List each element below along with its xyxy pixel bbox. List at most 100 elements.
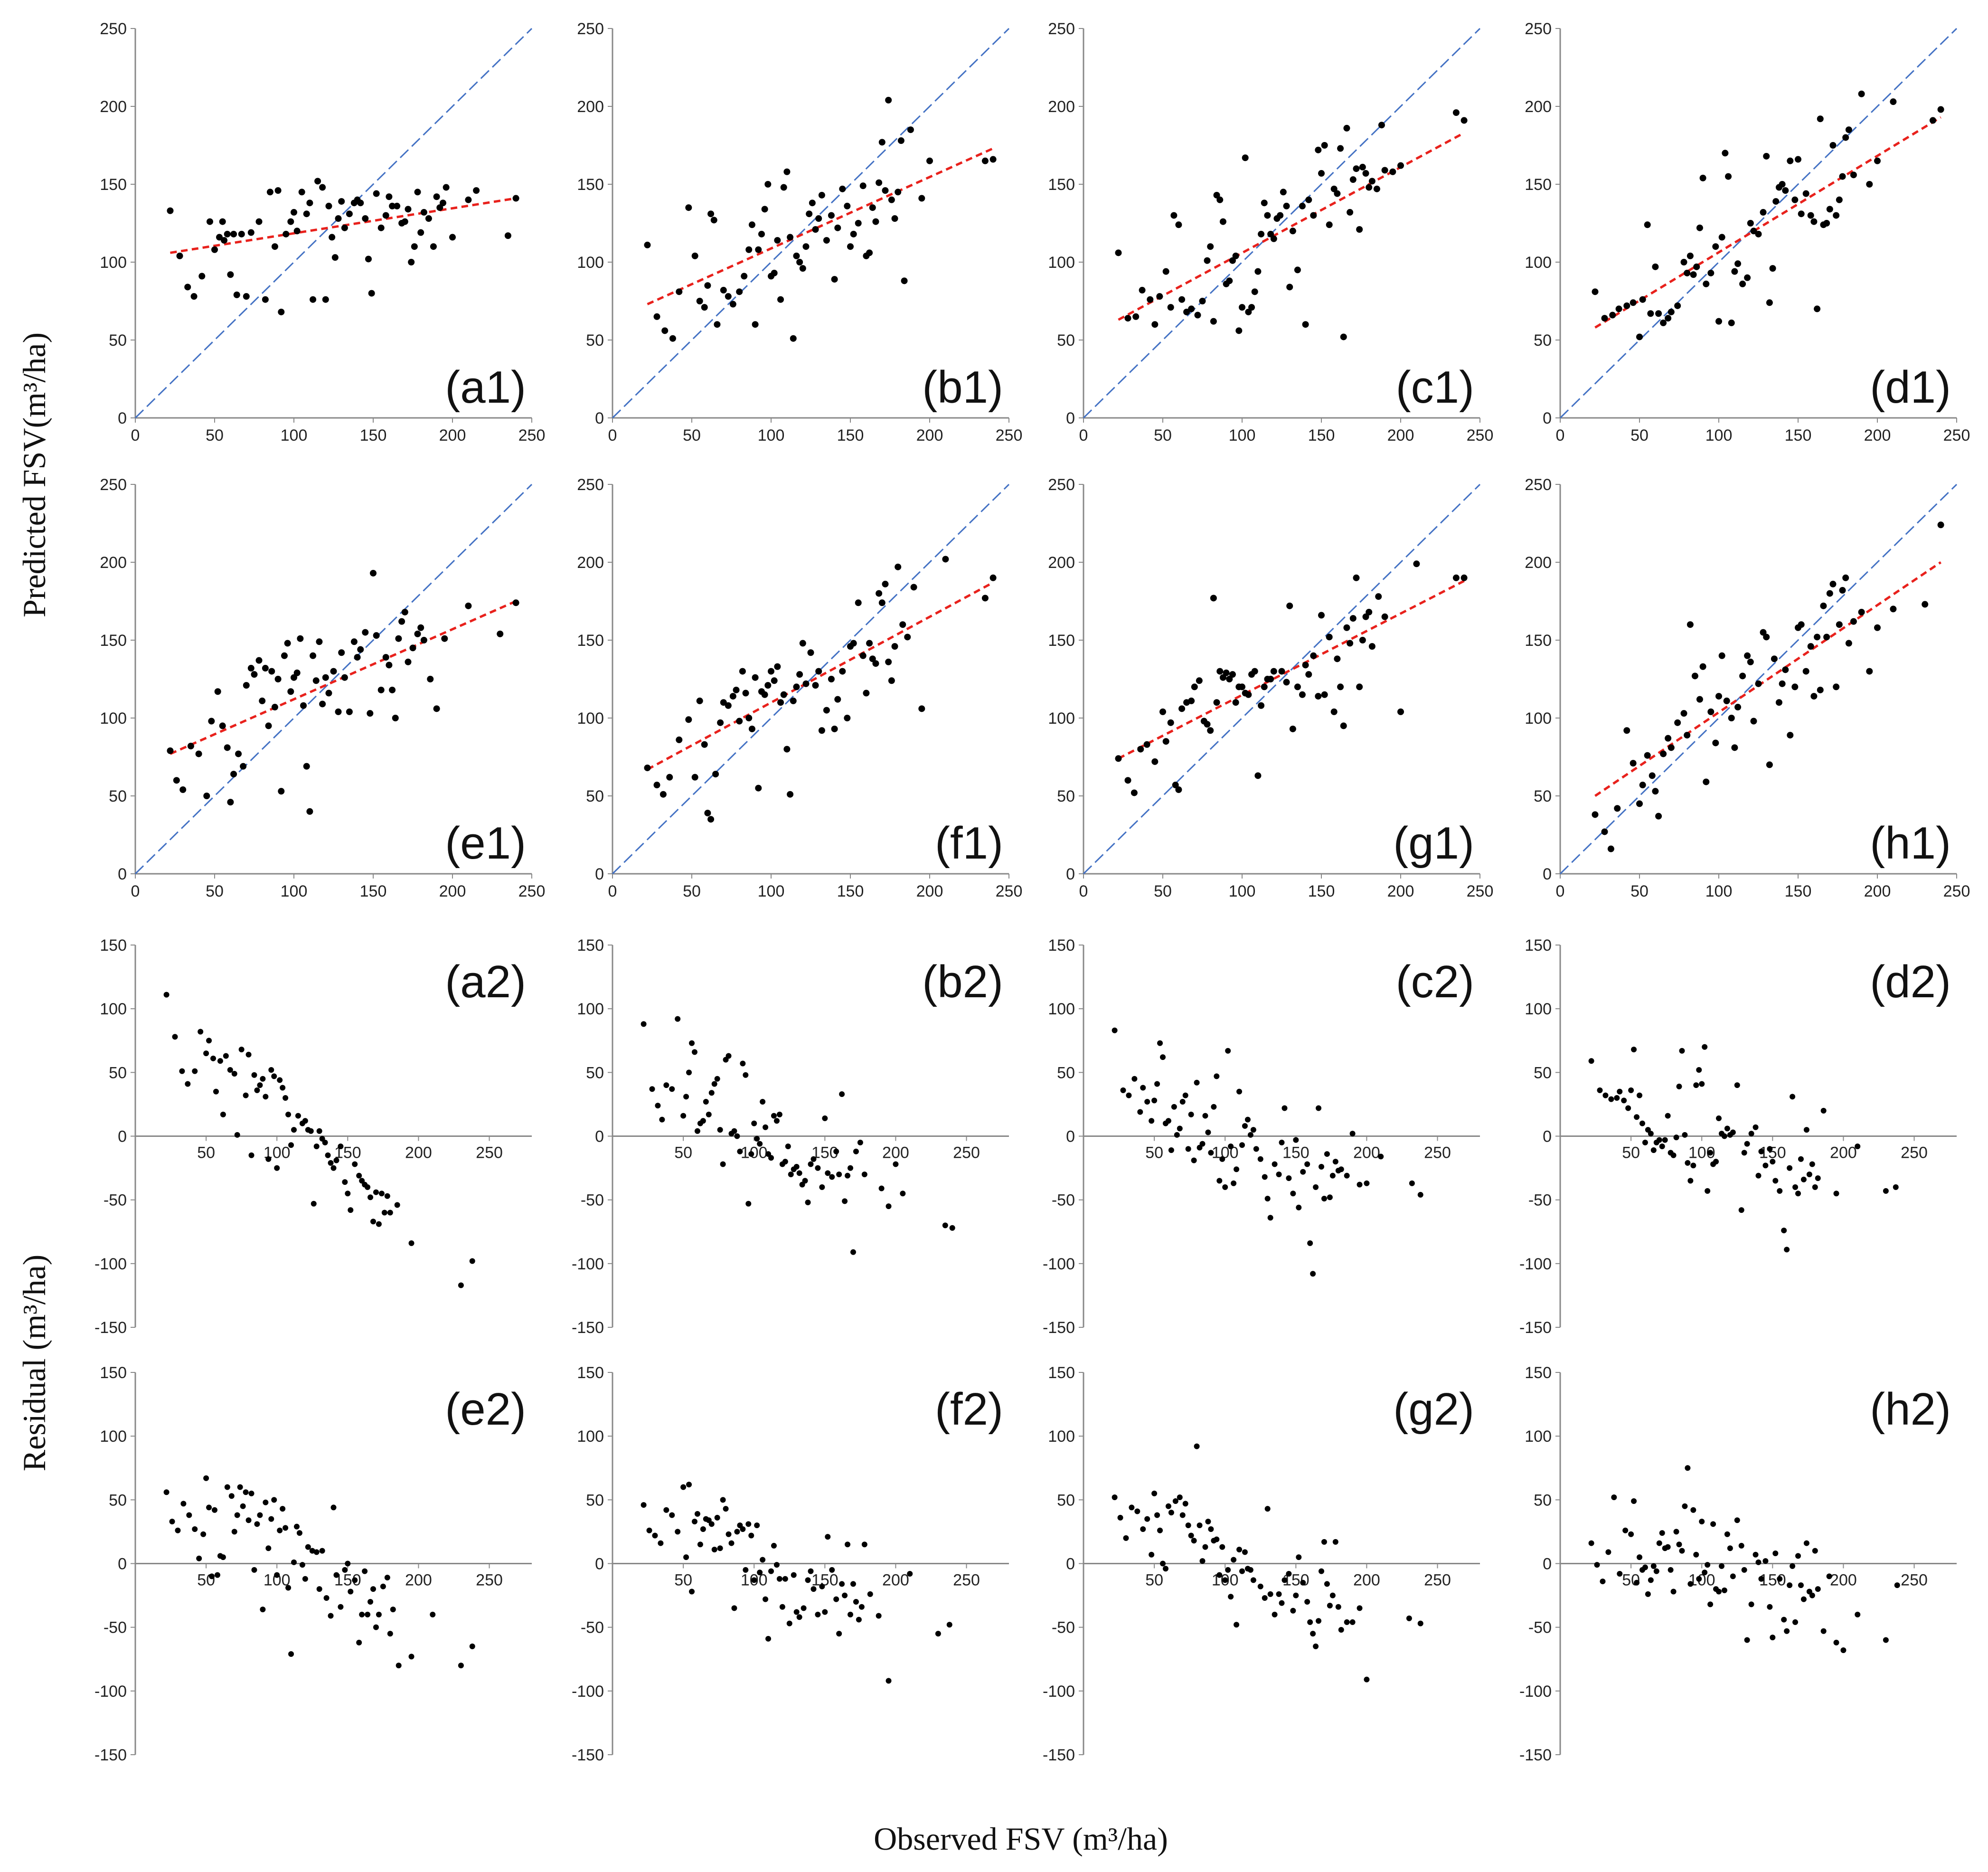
data-point [696, 697, 703, 704]
data-point [278, 308, 285, 315]
data-point [262, 296, 269, 303]
data-point [1655, 310, 1662, 317]
data-point [1286, 602, 1293, 609]
data-point [373, 1189, 379, 1195]
data-point [1836, 621, 1843, 628]
data-point [733, 686, 740, 693]
data-point [736, 288, 743, 295]
data-point [1162, 1566, 1168, 1572]
data-point [1682, 1503, 1688, 1509]
data-point [1803, 1540, 1809, 1546]
data-point [1893, 1184, 1899, 1190]
data-point [1665, 735, 1672, 742]
data-point [348, 1207, 354, 1213]
data-point [1140, 1526, 1146, 1532]
data-point [1232, 252, 1239, 259]
data-point [666, 774, 673, 781]
data-point [1160, 1560, 1166, 1567]
data-point [1781, 1617, 1787, 1623]
y-tick-label: 0 [595, 865, 604, 883]
data-point [694, 1128, 700, 1134]
data-point [1338, 1627, 1344, 1633]
x-tick-label: 50 [683, 882, 701, 900]
data-point [234, 1132, 240, 1138]
data-point [1337, 145, 1344, 152]
data-point [411, 243, 418, 250]
data-point [1151, 758, 1159, 765]
data-point [179, 786, 187, 793]
data-point [1611, 1494, 1617, 1500]
y-tick-label: 250 [100, 476, 127, 494]
data-point [296, 1530, 302, 1536]
data-point [214, 1572, 220, 1578]
data-point [1790, 1094, 1796, 1100]
data-point [1278, 668, 1285, 675]
panel-label: (c1) [1396, 362, 1474, 413]
data-point [723, 1506, 729, 1512]
data-point [1630, 760, 1637, 767]
data-point [1202, 1544, 1208, 1550]
data-point [1680, 710, 1687, 717]
x-tick-label: 0 [1556, 426, 1565, 444]
data-point [260, 1607, 266, 1613]
data-point [1257, 1156, 1263, 1162]
data-point [1219, 218, 1226, 225]
data-point [833, 1148, 839, 1154]
data-point [373, 632, 380, 639]
data-point [1833, 1639, 1839, 1645]
data-point [839, 1091, 845, 1097]
y-tick-label: 250 [1048, 20, 1075, 38]
data-point [227, 799, 234, 806]
data-point [1605, 1549, 1611, 1555]
y-tick-label: 200 [577, 554, 604, 572]
data-point [1343, 124, 1350, 132]
data-point [1636, 333, 1643, 340]
data-point [729, 693, 736, 700]
data-point [389, 202, 396, 209]
y-tick-label: -150 [1519, 1746, 1552, 1764]
data-point [203, 1475, 209, 1481]
y-tick-label: 150 [100, 936, 127, 955]
data-point [1289, 725, 1296, 732]
data-point [777, 699, 784, 706]
data-point [1228, 1594, 1234, 1600]
data-point [346, 708, 353, 715]
data-point [1307, 1240, 1313, 1246]
data-point [755, 785, 762, 792]
data-point [1162, 268, 1169, 275]
data-point [365, 1611, 371, 1617]
data-point [1199, 1141, 1206, 1147]
data-point [1712, 739, 1719, 747]
y-tick-label: 0 [1066, 1555, 1075, 1573]
data-point [319, 184, 326, 191]
y-axis-label-predicted: Predicted FSV(m³/ha) [16, 332, 52, 617]
data-point [287, 688, 294, 695]
data-point [1117, 1514, 1123, 1521]
y-tick-label: 100 [577, 1428, 604, 1446]
data-point [1806, 1172, 1812, 1177]
data-point [1645, 1591, 1651, 1597]
data-point [1175, 221, 1182, 228]
data-point [663, 1082, 669, 1088]
data-point [469, 1258, 475, 1264]
data-point [806, 210, 813, 217]
data-point [745, 1521, 752, 1527]
data-point [1149, 1551, 1155, 1558]
data-point [1178, 705, 1186, 712]
data-point [1231, 1557, 1237, 1563]
data-point [335, 708, 342, 715]
data-point [1929, 117, 1936, 124]
data-point [754, 1522, 760, 1528]
data-point [748, 1532, 754, 1539]
y-tick-label: 100 [100, 254, 127, 272]
data-point [1310, 212, 1317, 219]
data-point [352, 1161, 358, 1167]
data-point [306, 808, 313, 815]
data-point [203, 793, 210, 799]
data-point [1335, 1604, 1341, 1610]
x-tick-label: 50 [674, 1571, 692, 1589]
data-point [283, 1525, 289, 1531]
data-point [754, 1135, 760, 1142]
